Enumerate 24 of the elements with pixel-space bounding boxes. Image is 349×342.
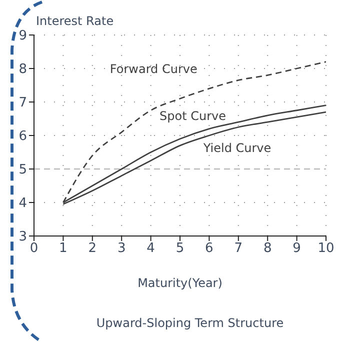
x-tick-label: 2 <box>88 241 97 256</box>
x-tick-label: 8 <box>263 241 272 256</box>
x-tick-label: 5 <box>176 241 184 256</box>
x-tick-label: 4 <box>146 241 155 256</box>
text: Upward-Sloping Term Structure <box>95 316 285 330</box>
x-axis-title: Maturity(Year) <box>136 276 224 290</box>
x-tick-label: 6 <box>205 241 214 256</box>
y-tick-label: 3 <box>18 230 27 245</box>
y-tick-label: 7 <box>18 96 27 111</box>
x-tick-label: 1 <box>59 241 68 256</box>
y-tick-label: 9 <box>18 28 27 44</box>
y-axis-title: Interest Rate <box>36 14 114 28</box>
series-label: Forward Curve <box>110 62 198 78</box>
x-tick-label: 9 <box>292 241 301 256</box>
y-tick-label: 4 <box>18 196 27 212</box>
y-tick-label: 5 <box>18 162 27 178</box>
x-tick-label: 0 <box>30 241 38 256</box>
y-tick-label: 8 <box>18 62 27 78</box>
y-tick-label: 6 <box>18 129 27 144</box>
x-tick-label: 7 <box>234 241 243 256</box>
x-tick-label: 3 <box>117 241 126 256</box>
series-label: Yield Curve <box>203 140 272 156</box>
x-tick-label: 10 <box>318 241 334 256</box>
series-label: Spot Curve <box>160 109 226 124</box>
